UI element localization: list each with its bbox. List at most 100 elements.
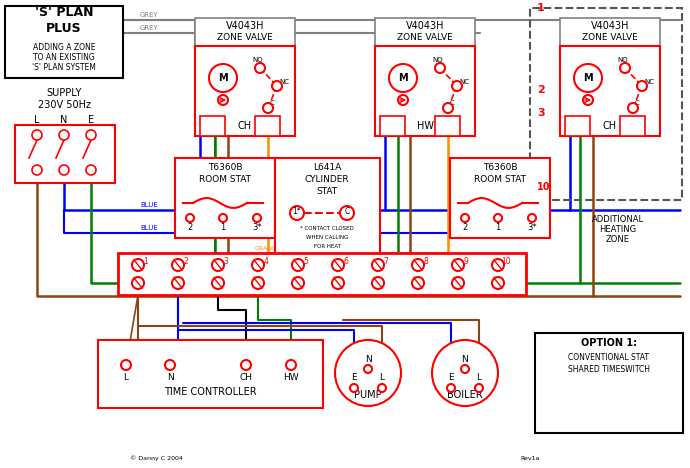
Text: L: L [380,373,384,382]
Circle shape [475,384,483,392]
Text: ROOM STAT: ROOM STAT [199,176,251,184]
Text: T6360B: T6360B [483,163,518,173]
Text: 2: 2 [537,85,544,95]
Text: CH: CH [603,121,617,131]
Text: ZONE: ZONE [606,235,630,244]
Bar [15,125,115,183]
Circle shape [492,259,504,271]
Bar [450,158,550,238]
Circle shape [583,95,593,105]
Text: 2: 2 [462,224,468,233]
Circle shape [332,259,344,271]
Bar [275,158,380,263]
Text: L641A: L641A [313,163,341,173]
Bar [530,8,682,200]
Text: L: L [477,373,482,382]
Text: E: E [88,115,94,125]
Text: TIME CONTROLLER: TIME CONTROLLER [164,387,256,397]
Text: M: M [583,73,593,83]
Bar [435,116,460,136]
Text: ZONE VALVE: ZONE VALVE [217,32,273,42]
Text: 'S' PLAN: 'S' PLAN [34,7,93,20]
Circle shape [121,360,131,370]
Bar [195,18,295,46]
Text: CYLINDER: CYLINDER [305,176,349,184]
Circle shape [340,206,354,220]
Circle shape [132,277,144,289]
Text: 6: 6 [344,256,348,265]
Circle shape [637,81,647,91]
Circle shape [132,259,144,271]
Text: N: N [462,354,469,364]
Circle shape [172,277,184,289]
Circle shape [461,365,469,373]
Circle shape [452,259,464,271]
Text: 3*: 3* [252,224,262,233]
Bar [375,46,475,136]
Circle shape [209,64,237,92]
Circle shape [389,64,417,92]
Circle shape [378,384,386,392]
Text: ADDING A ZONE: ADDING A ZONE [32,44,95,52]
Text: E: E [351,373,357,382]
Text: 230V 50Hz: 230V 50Hz [37,100,90,110]
Text: 'S' PLAN SYSTEM: 'S' PLAN SYSTEM [32,64,96,73]
Circle shape [255,63,265,73]
Text: C: C [635,100,640,106]
Text: WHEN CALLING: WHEN CALLING [306,235,348,240]
Circle shape [86,165,96,175]
Text: PUMP: PUMP [354,390,382,400]
Bar [375,18,475,46]
Text: PLUS: PLUS [46,22,82,35]
Text: Rev1a: Rev1a [520,456,540,461]
Circle shape [86,130,96,140]
Text: TO AN EXISTING: TO AN EXISTING [33,53,95,63]
Text: NC: NC [279,79,289,85]
Circle shape [443,103,453,113]
Circle shape [290,206,304,220]
Circle shape [212,259,224,271]
Text: HW: HW [417,121,433,131]
Text: 5: 5 [304,256,308,265]
Text: BLUE: BLUE [140,225,158,231]
Text: NO: NO [252,57,263,63]
Text: GREY: GREY [140,25,159,31]
Text: C: C [344,206,350,215]
Text: ADDITIONAL: ADDITIONAL [592,215,644,225]
Circle shape [263,103,273,113]
Bar [195,46,295,136]
Text: HEATING: HEATING [600,226,637,234]
Text: 4: 4 [264,256,268,265]
Bar [255,116,280,136]
Text: * CONTACT CLOSED: * CONTACT CLOSED [300,226,354,231]
Bar [5,6,123,78]
Circle shape [494,214,502,222]
Text: V4043H: V4043H [226,21,264,31]
Bar [535,333,683,433]
Text: 1: 1 [220,224,226,233]
Circle shape [272,81,282,91]
Text: GREY: GREY [140,12,159,18]
Bar [200,116,225,136]
Text: 9: 9 [464,256,469,265]
Text: V4043H: V4043H [406,21,444,31]
Circle shape [447,384,455,392]
Bar [380,116,405,136]
Text: 8: 8 [424,256,428,265]
Text: 3: 3 [224,256,228,265]
Text: 7: 7 [384,256,388,265]
Circle shape [398,95,408,105]
Circle shape [350,384,358,392]
Circle shape [452,81,462,91]
Circle shape [332,277,344,289]
Circle shape [59,130,69,140]
Text: 2: 2 [188,224,193,233]
Circle shape [432,340,498,406]
Text: 3: 3 [537,108,544,118]
Text: 2: 2 [184,256,188,265]
Text: OPTION 1:: OPTION 1: [581,338,637,348]
Bar [175,158,275,238]
Text: N: N [166,373,173,382]
Text: 1: 1 [144,256,148,265]
Circle shape [412,259,424,271]
